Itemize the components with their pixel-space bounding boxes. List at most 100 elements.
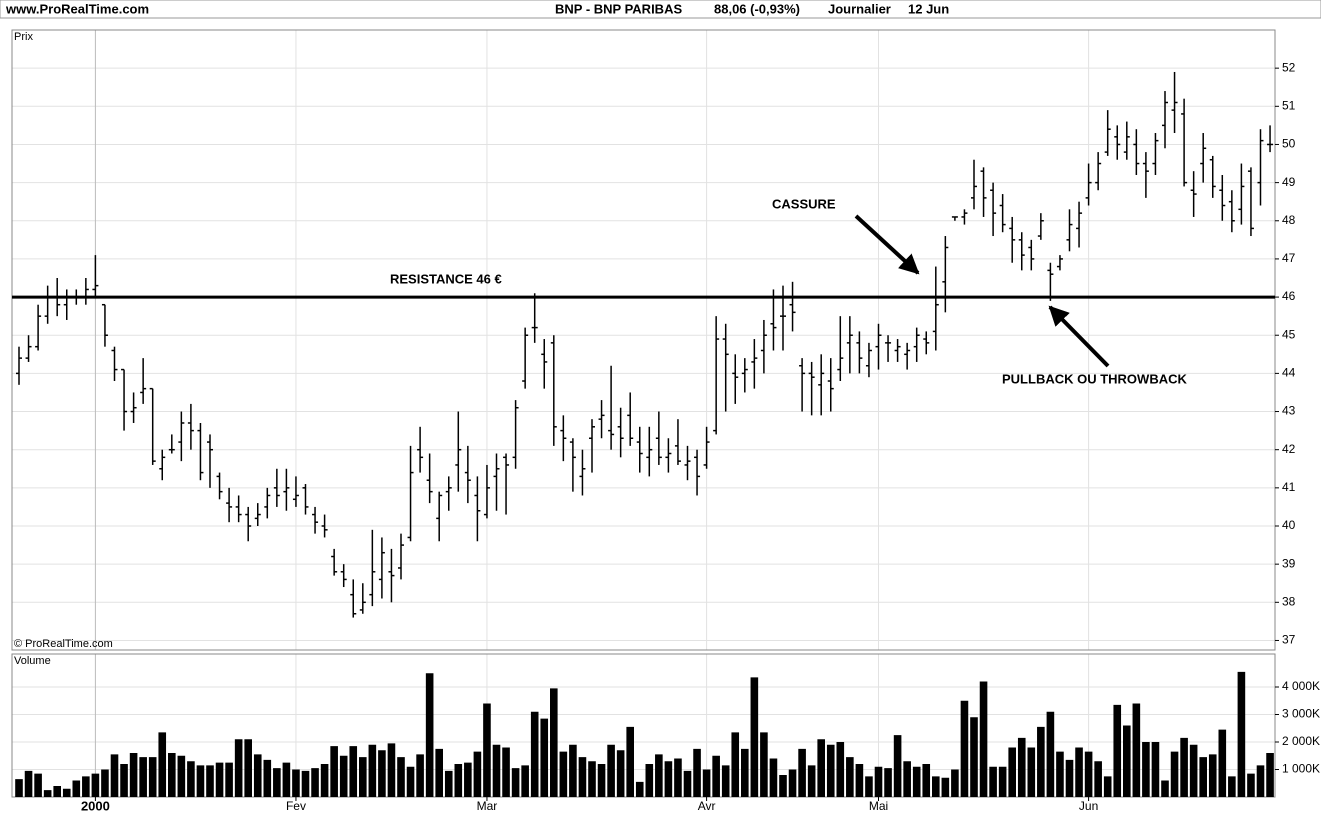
x-tick-label: Avr — [698, 799, 716, 813]
volume-bar — [1132, 703, 1141, 797]
volume-bar — [1094, 761, 1102, 797]
volume-bar — [932, 776, 940, 797]
date: 12 Jun — [908, 1, 949, 16]
quote: 88,06 (-0,93%) — [714, 1, 800, 16]
volume-bar — [91, 773, 100, 797]
volume-bar — [110, 754, 119, 797]
x-tick-label: Mai — [869, 799, 888, 813]
volume-bar — [702, 769, 711, 797]
site: www.ProRealTime.com — [5, 1, 149, 16]
volume-bar — [664, 761, 673, 797]
x-tick-label: 2000 — [81, 798, 110, 813]
y-tick-label: 39 — [1282, 556, 1296, 570]
volume-bar — [1228, 776, 1236, 797]
volume-bar — [760, 732, 768, 797]
volume-bar — [1037, 726, 1045, 797]
volume-bar — [645, 764, 654, 797]
volume-bar — [893, 735, 902, 797]
y-tick-label: 44 — [1282, 366, 1296, 380]
volume-bar — [578, 757, 587, 797]
volume-bar — [1103, 776, 1112, 797]
volume-bar — [998, 766, 1007, 797]
volume-bar — [989, 766, 997, 797]
volume-bar — [807, 765, 816, 797]
volume-bar — [206, 765, 214, 797]
volume-bar — [635, 781, 644, 797]
annotation: CASSURE — [772, 196, 836, 211]
volume-bar — [1170, 751, 1179, 797]
volume-bar — [1266, 753, 1274, 797]
volume-bar — [1113, 704, 1122, 797]
volume-bar — [464, 762, 472, 797]
volume-bar — [530, 711, 539, 797]
y-tick-label: 40 — [1282, 518, 1296, 532]
volume-bar — [941, 777, 950, 797]
y-tick-label: 37 — [1282, 633, 1296, 647]
volume-bar — [683, 770, 692, 797]
volume-bar — [62, 788, 71, 797]
volume-bar — [1189, 744, 1198, 797]
volume-bar — [292, 769, 300, 797]
panel-label: Volume — [14, 655, 51, 667]
volume-bar — [1008, 747, 1016, 797]
y-tick-label: 52 — [1282, 60, 1296, 74]
volume-bar — [406, 766, 415, 797]
y-tick-label: 3 000K — [1282, 707, 1320, 721]
volume-bar — [1065, 759, 1074, 797]
header-bar — [0, 0, 1321, 19]
volume-bar — [817, 739, 825, 797]
y-tick-label: 46 — [1282, 289, 1296, 303]
volume-bar — [53, 786, 61, 797]
volume-bar — [187, 761, 195, 797]
volume-bar — [129, 753, 138, 797]
volume-bar — [1017, 737, 1026, 797]
volume-bar — [1075, 747, 1083, 797]
volume-bar — [15, 779, 23, 797]
volume-bar — [1199, 757, 1207, 797]
volume-bar — [101, 769, 109, 797]
volume-bar — [912, 766, 921, 797]
volume-bar — [721, 765, 730, 797]
arrow — [854, 214, 920, 275]
volume-bar — [836, 742, 845, 797]
price-panel — [11, 29, 1276, 651]
period: Journalier — [828, 1, 891, 16]
volume-bar — [741, 748, 749, 797]
volume-bar — [483, 703, 491, 797]
volume-bar — [492, 744, 501, 797]
volume-bar — [349, 746, 358, 797]
y-tick-label: 38 — [1282, 594, 1296, 608]
volume-bar — [597, 764, 606, 797]
y-tick-label: 1 000K — [1282, 762, 1320, 776]
volume-bar — [435, 748, 443, 797]
volume-bar — [693, 748, 701, 797]
y-tick-label: 51 — [1282, 98, 1296, 112]
volume-bar — [301, 770, 310, 797]
annotation: PULLBACK OU THROWBACK — [1002, 371, 1187, 386]
volume-bar — [273, 768, 281, 797]
volume-bar — [120, 764, 128, 797]
x-tick-label: Mar — [477, 799, 498, 813]
volume-bar — [731, 732, 740, 797]
volume-bar — [34, 773, 42, 797]
volume-bar — [225, 762, 233, 797]
volume-bar — [616, 750, 625, 797]
volume-bar — [330, 746, 338, 797]
volume-bar — [607, 744, 615, 797]
volume-bar — [960, 700, 969, 797]
annotation: RESISTANCE 46 € — [390, 271, 502, 286]
title: BNP - BNP PARIBAS — [555, 1, 682, 16]
volume-bar — [1247, 773, 1255, 797]
volume-bar — [158, 732, 167, 797]
volume-bar — [750, 677, 759, 797]
volume-bar — [626, 726, 634, 797]
volume-bar — [865, 776, 873, 797]
y-tick-label: 48 — [1282, 213, 1296, 227]
volume-bar — [234, 739, 243, 797]
volume-bar — [588, 761, 596, 797]
volume-bar — [215, 762, 224, 797]
y-tick-label: 45 — [1282, 327, 1296, 341]
x-tick-label: Jun — [1079, 799, 1098, 813]
volume-bar — [951, 769, 959, 797]
